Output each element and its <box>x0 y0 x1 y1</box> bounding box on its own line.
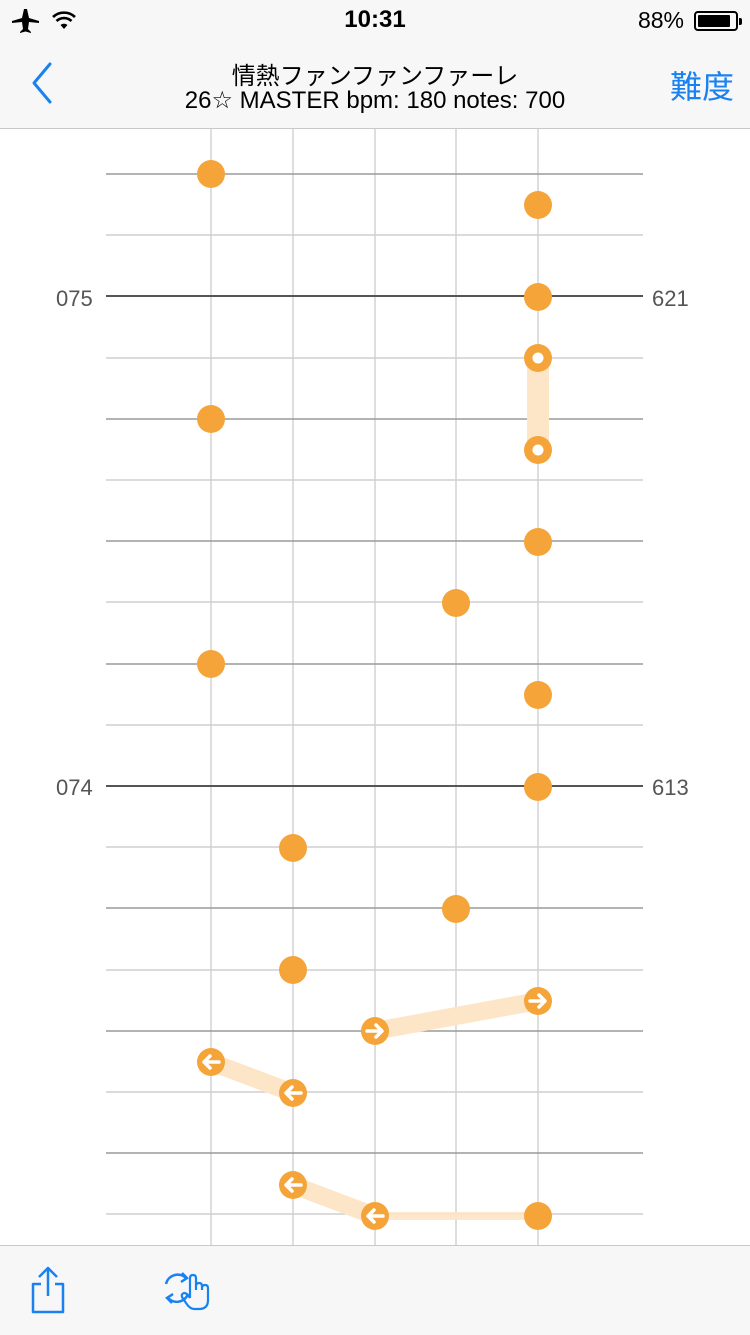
tap-note <box>524 283 552 311</box>
battery-percentage: 88% <box>637 7 684 33</box>
hold-bar <box>207 1053 297 1102</box>
tap-note <box>524 773 552 801</box>
song-info: 26☆ MASTER bpm: 180 notes: 700 <box>184 87 566 114</box>
tap-note <box>524 528 552 556</box>
rotate-hand-icon <box>164 1272 210 1311</box>
song-title: 情熱ファンファンファーレ <box>231 63 519 90</box>
navigation-bar: 情熱ファンファンファーレ 26☆ MASTER bpm: 180 notes: … <box>0 40 750 129</box>
flick-right-note <box>361 1017 389 1045</box>
tap-note <box>524 1202 552 1230</box>
note-count: 613 <box>652 775 689 800</box>
measure-number: 075 <box>56 286 93 311</box>
flick-right-note <box>524 987 552 1015</box>
status-time: 10:31 <box>344 6 406 33</box>
note-count: 621 <box>652 286 689 311</box>
airplane-icon <box>12 9 39 33</box>
flick-left-note <box>197 1048 225 1076</box>
tap-note <box>197 405 225 433</box>
tap-note <box>197 650 225 678</box>
tap-note <box>279 956 307 984</box>
difficulty-button[interactable]: 難度 <box>669 69 734 105</box>
flick-left-note <box>279 1079 307 1107</box>
tap-note <box>197 160 225 188</box>
flick-left-note <box>279 1171 307 1199</box>
tap-note <box>524 681 552 709</box>
back-button[interactable] <box>24 58 64 108</box>
flick-left-note <box>361 1202 389 1230</box>
hold-bar <box>289 1176 379 1225</box>
hold-note <box>524 436 552 464</box>
tap-note <box>524 191 552 219</box>
measure-number: 074 <box>56 775 93 800</box>
tap-note <box>442 895 470 923</box>
score-chart[interactable]: 075 621 074 613 <box>0 129 750 1245</box>
wifi-icon <box>52 11 76 29</box>
hold-note <box>524 344 552 372</box>
battery-icon <box>694 11 742 31</box>
share-icon <box>31 1266 65 1314</box>
hold-bar <box>373 992 540 1040</box>
rotate-hand-button[interactable] <box>160 1268 212 1312</box>
bottom-toolbar <box>0 1245 750 1335</box>
share-button[interactable] <box>28 1264 68 1316</box>
tap-note <box>279 834 307 862</box>
tap-note <box>442 589 470 617</box>
status-bar: 10:31 88% <box>0 0 750 40</box>
chevron-left-icon <box>32 62 52 104</box>
